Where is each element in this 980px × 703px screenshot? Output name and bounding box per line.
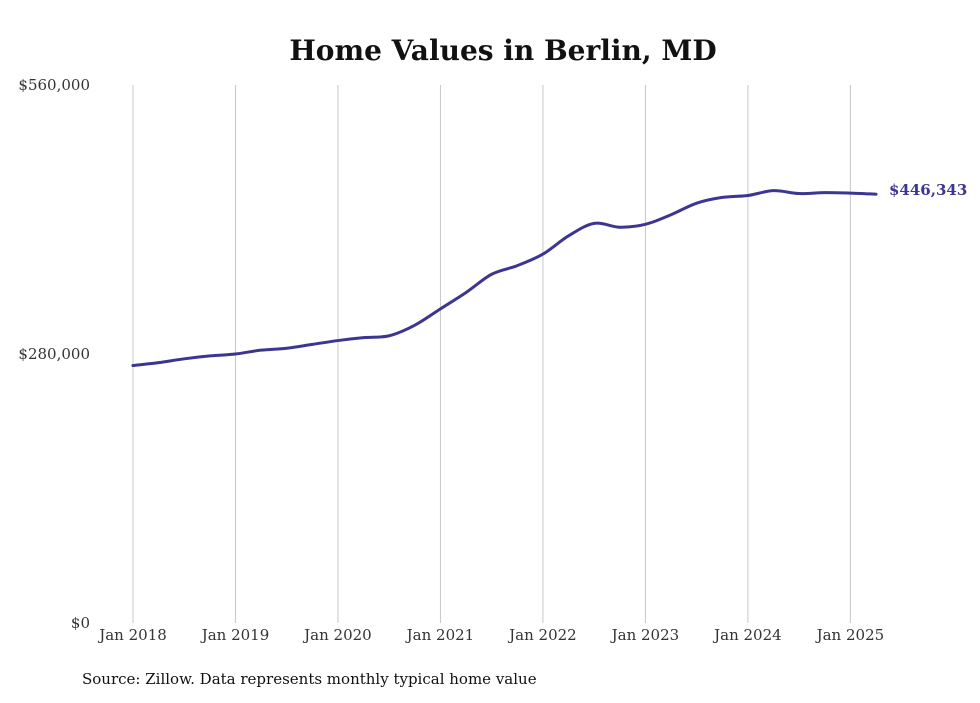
x-tick-label-0: Jan 2018	[97, 626, 167, 644]
source-note: Source: Zillow. Data represents monthly …	[82, 670, 537, 688]
x-tick-label-3: Jan 2021	[405, 626, 475, 644]
x-tick-label-6: Jan 2024	[712, 626, 782, 644]
end-value-label: $446,343	[889, 181, 967, 199]
gridlines	[132, 85, 851, 623]
x-tick-label-4: Jan 2022	[507, 626, 577, 644]
series-layer	[131, 189, 878, 368]
y-tick-label-1: $280,000	[18, 345, 90, 363]
x-tick-label-5: Jan 2023	[610, 626, 680, 644]
x-tick-label-2: Jan 2020	[302, 626, 372, 644]
x-tick-label-7: Jan 2025	[815, 626, 885, 644]
x-axis: Jan 2018 Jan 2019 Jan 2020 Jan 2021 Jan 2022…	[97, 626, 884, 644]
x-tick-label-1: Jan 2019	[200, 626, 270, 644]
series-line-0	[131, 189, 878, 368]
chart-title: Home Values in Berlin, MD	[289, 34, 716, 67]
y-axis: $0 $280,000 $560,000	[18, 76, 90, 632]
y-tick-label-0: $0	[71, 614, 90, 632]
y-tick-label-2: $560,000	[18, 76, 90, 94]
